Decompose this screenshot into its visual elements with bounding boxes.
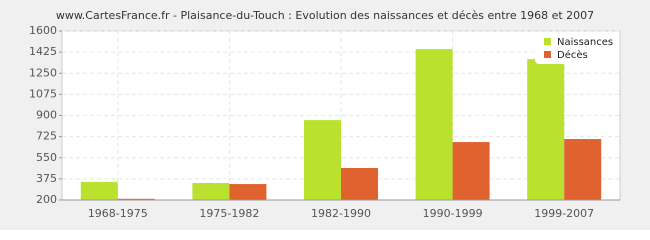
bar	[564, 139, 602, 200]
x-tick-label: 1975-1982	[199, 207, 259, 220]
legend-swatch	[544, 38, 551, 45]
bar	[229, 184, 267, 200]
x-tick-label: 1982-1990	[311, 207, 371, 220]
bar	[341, 168, 378, 200]
bar	[415, 49, 453, 200]
y-tick-label: 1425	[29, 45, 57, 58]
bar	[527, 59, 565, 200]
chart-title: www.CartesFrance.fr - Plaisance-du-Touch…	[56, 9, 594, 22]
y-tick-label: 1075	[29, 87, 57, 100]
legend-label: Naissances	[557, 37, 613, 48]
y-tick-label: 1250	[29, 66, 57, 79]
y-tick-label: 200	[36, 193, 57, 206]
bar	[192, 182, 230, 200]
y-tick-label: 725	[36, 130, 57, 143]
y-tick-label: 900	[36, 109, 57, 122]
bar	[304, 120, 341, 200]
y-tick-label: 375	[36, 172, 57, 185]
y-tick-label: 550	[36, 151, 57, 164]
bar	[117, 198, 155, 200]
legend-label: Décès	[557, 49, 588, 61]
x-tick-label: 1968-1975	[88, 207, 148, 220]
legend-box	[535, 32, 619, 64]
x-tick-label: 1990-1999	[423, 207, 483, 220]
x-tick-label: 1999-2007	[534, 207, 594, 220]
bar	[80, 181, 118, 200]
bar	[452, 142, 490, 200]
y-tick-label: 1600	[29, 24, 57, 37]
legend-swatch	[544, 51, 551, 58]
chart: www.CartesFrance.fr - Plaisance-du-Touch…	[0, 0, 650, 230]
